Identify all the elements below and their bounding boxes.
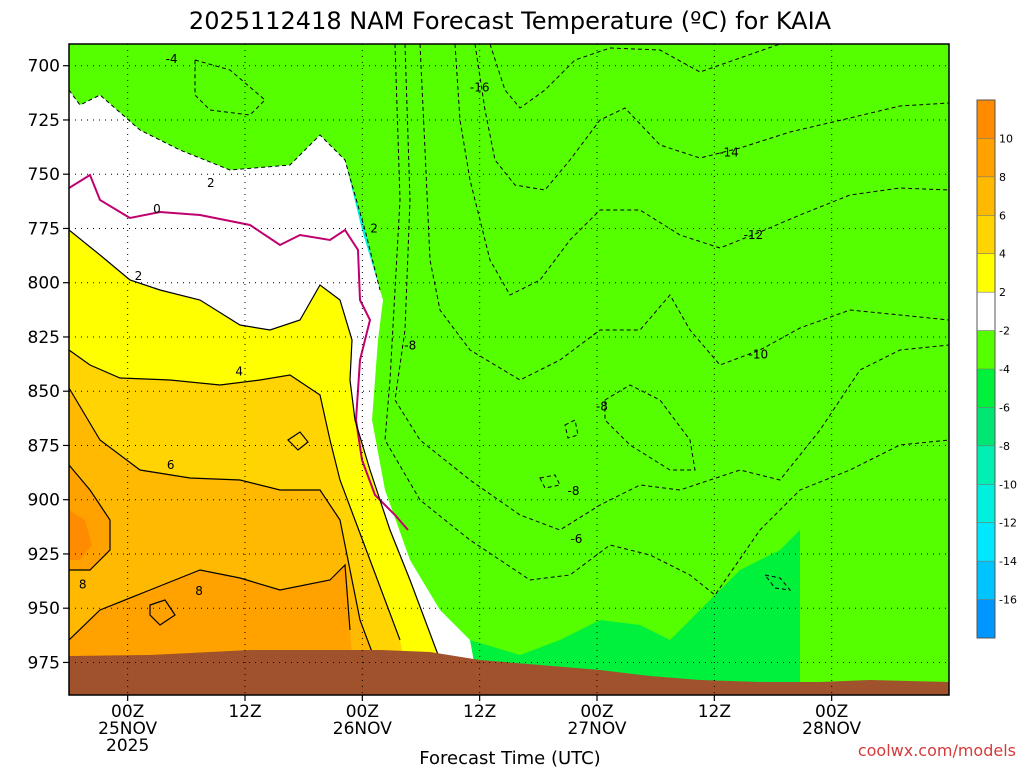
contour-labels: -4 2 0 2 4 6 8 8 2 -8 -16 -14 -12 -10 -8 -8 -6 (79, 52, 768, 598)
x-axis-label: Forecast Time (UTC) (419, 748, 600, 768)
contour-label: 0 (153, 202, 161, 216)
colorbar-swatch (977, 445, 995, 485)
colorbar-label: 6 (999, 209, 1006, 222)
colorbar-label: -4 (999, 363, 1010, 376)
colorbar-label: -14 (999, 555, 1017, 568)
x-tick-label: 00Z (580, 702, 613, 722)
colorbar-label: 4 (999, 248, 1006, 261)
colorbar-swatch (977, 561, 995, 601)
colorbar-swatch (977, 330, 995, 370)
plot-area (69, 44, 949, 695)
y-tick-label: 950 (28, 599, 60, 619)
y-tick-label: 850 (28, 382, 60, 402)
colorbar-label: -6 (999, 401, 1010, 414)
colorbar-swatch (977, 407, 995, 447)
contour-label: -4 (166, 52, 178, 66)
contour-label: 4 (235, 365, 243, 379)
y-axis: 700 725 750 775 800 825 850 875 900 925 950 975 (28, 57, 69, 673)
x-tick-label: 27NOV (567, 719, 626, 739)
colorbar-label: 8 (999, 171, 1006, 184)
freezing-contour (69, 173, 409, 531)
colorbar-swatch (977, 292, 995, 332)
x-tick-label: 12Z (698, 702, 731, 722)
contour-label: 8 (79, 577, 87, 591)
band-10-12 (69, 510, 92, 560)
y-tick-label: 775 (28, 219, 60, 239)
contour-label: -6 (570, 532, 582, 546)
colorbar-swatch (977, 138, 995, 178)
x-tick-label: 12Z (228, 702, 261, 722)
x-tick-label: 26NOV (333, 719, 392, 739)
x-tick-label: 28NOV (802, 719, 861, 739)
y-tick-label: 825 (28, 328, 60, 348)
y-tick-label: 800 (28, 274, 60, 294)
chart-title: 2025112418 NAM Forecast Temperature (ºC)… (189, 7, 832, 35)
y-tick-label: 925 (28, 545, 60, 565)
contour-label: 2 (207, 176, 215, 190)
y-tick-label: 975 (28, 653, 60, 673)
colorbar-swatch (977, 369, 995, 408)
contour-label: 2 (370, 221, 378, 235)
colorbar: 10 8 6 4 2 -2 -4 -6 -8 -10 -12 -14 -16 (976, 99, 1017, 639)
colorbar-swatch (977, 215, 995, 255)
plot-frame (68, 43, 950, 696)
x-tick-label: 12Z (463, 702, 496, 722)
colorbar-label: 10 (999, 132, 1013, 145)
contour-label: 8 (195, 584, 203, 598)
band-minus4-minus2 (69, 44, 949, 695)
cold-contours (69, 44, 949, 596)
warm-contours (69, 229, 441, 661)
colorbar-swatch (977, 100, 995, 139)
colorbar-label: -10 (999, 478, 1017, 491)
contour-label: -16 (470, 80, 490, 94)
colorbar-swatch (977, 253, 995, 293)
colorbar-swatch (977, 522, 995, 562)
colorbar-label: -16 (999, 594, 1017, 607)
contour-label: -8 (568, 484, 580, 498)
x-tick-label: 00Z (346, 702, 379, 722)
ground (69, 650, 949, 695)
y-tick-label: 900 (28, 491, 60, 511)
y-tick-label: 750 (28, 165, 60, 185)
contour-label: -8 (596, 399, 608, 413)
y-tick-label: 875 (28, 436, 60, 456)
credit-link[interactable]: coolwx.com/models (858, 741, 1016, 760)
x-tick-label: 00Z (111, 702, 144, 722)
y-tick-label: 700 (28, 57, 60, 77)
colorbar-label: -8 (999, 440, 1010, 453)
colorbar-swatch (977, 484, 995, 524)
x-tick-label: 2025 (106, 736, 149, 756)
colorbar-label: -12 (999, 517, 1017, 530)
colorbar-swatch (977, 599, 995, 639)
contour-label: 6 (167, 458, 175, 472)
contour-label: -14 (719, 146, 739, 160)
colorbar-label: 2 (999, 286, 1006, 299)
contour-label: -8 (404, 339, 416, 353)
grid (69, 44, 949, 695)
band-8-10 (69, 465, 355, 695)
y-tick-label: 725 (28, 111, 60, 131)
x-tick-label: 25NOV (98, 719, 157, 739)
contour-label: -10 (749, 347, 769, 361)
colorbar-swatch (977, 176, 995, 216)
x-tick-label: 00Z (815, 702, 848, 722)
contour-label: 2 (135, 269, 143, 283)
contour-label: -12 (744, 228, 764, 242)
colorbar-label: -2 (999, 325, 1010, 338)
